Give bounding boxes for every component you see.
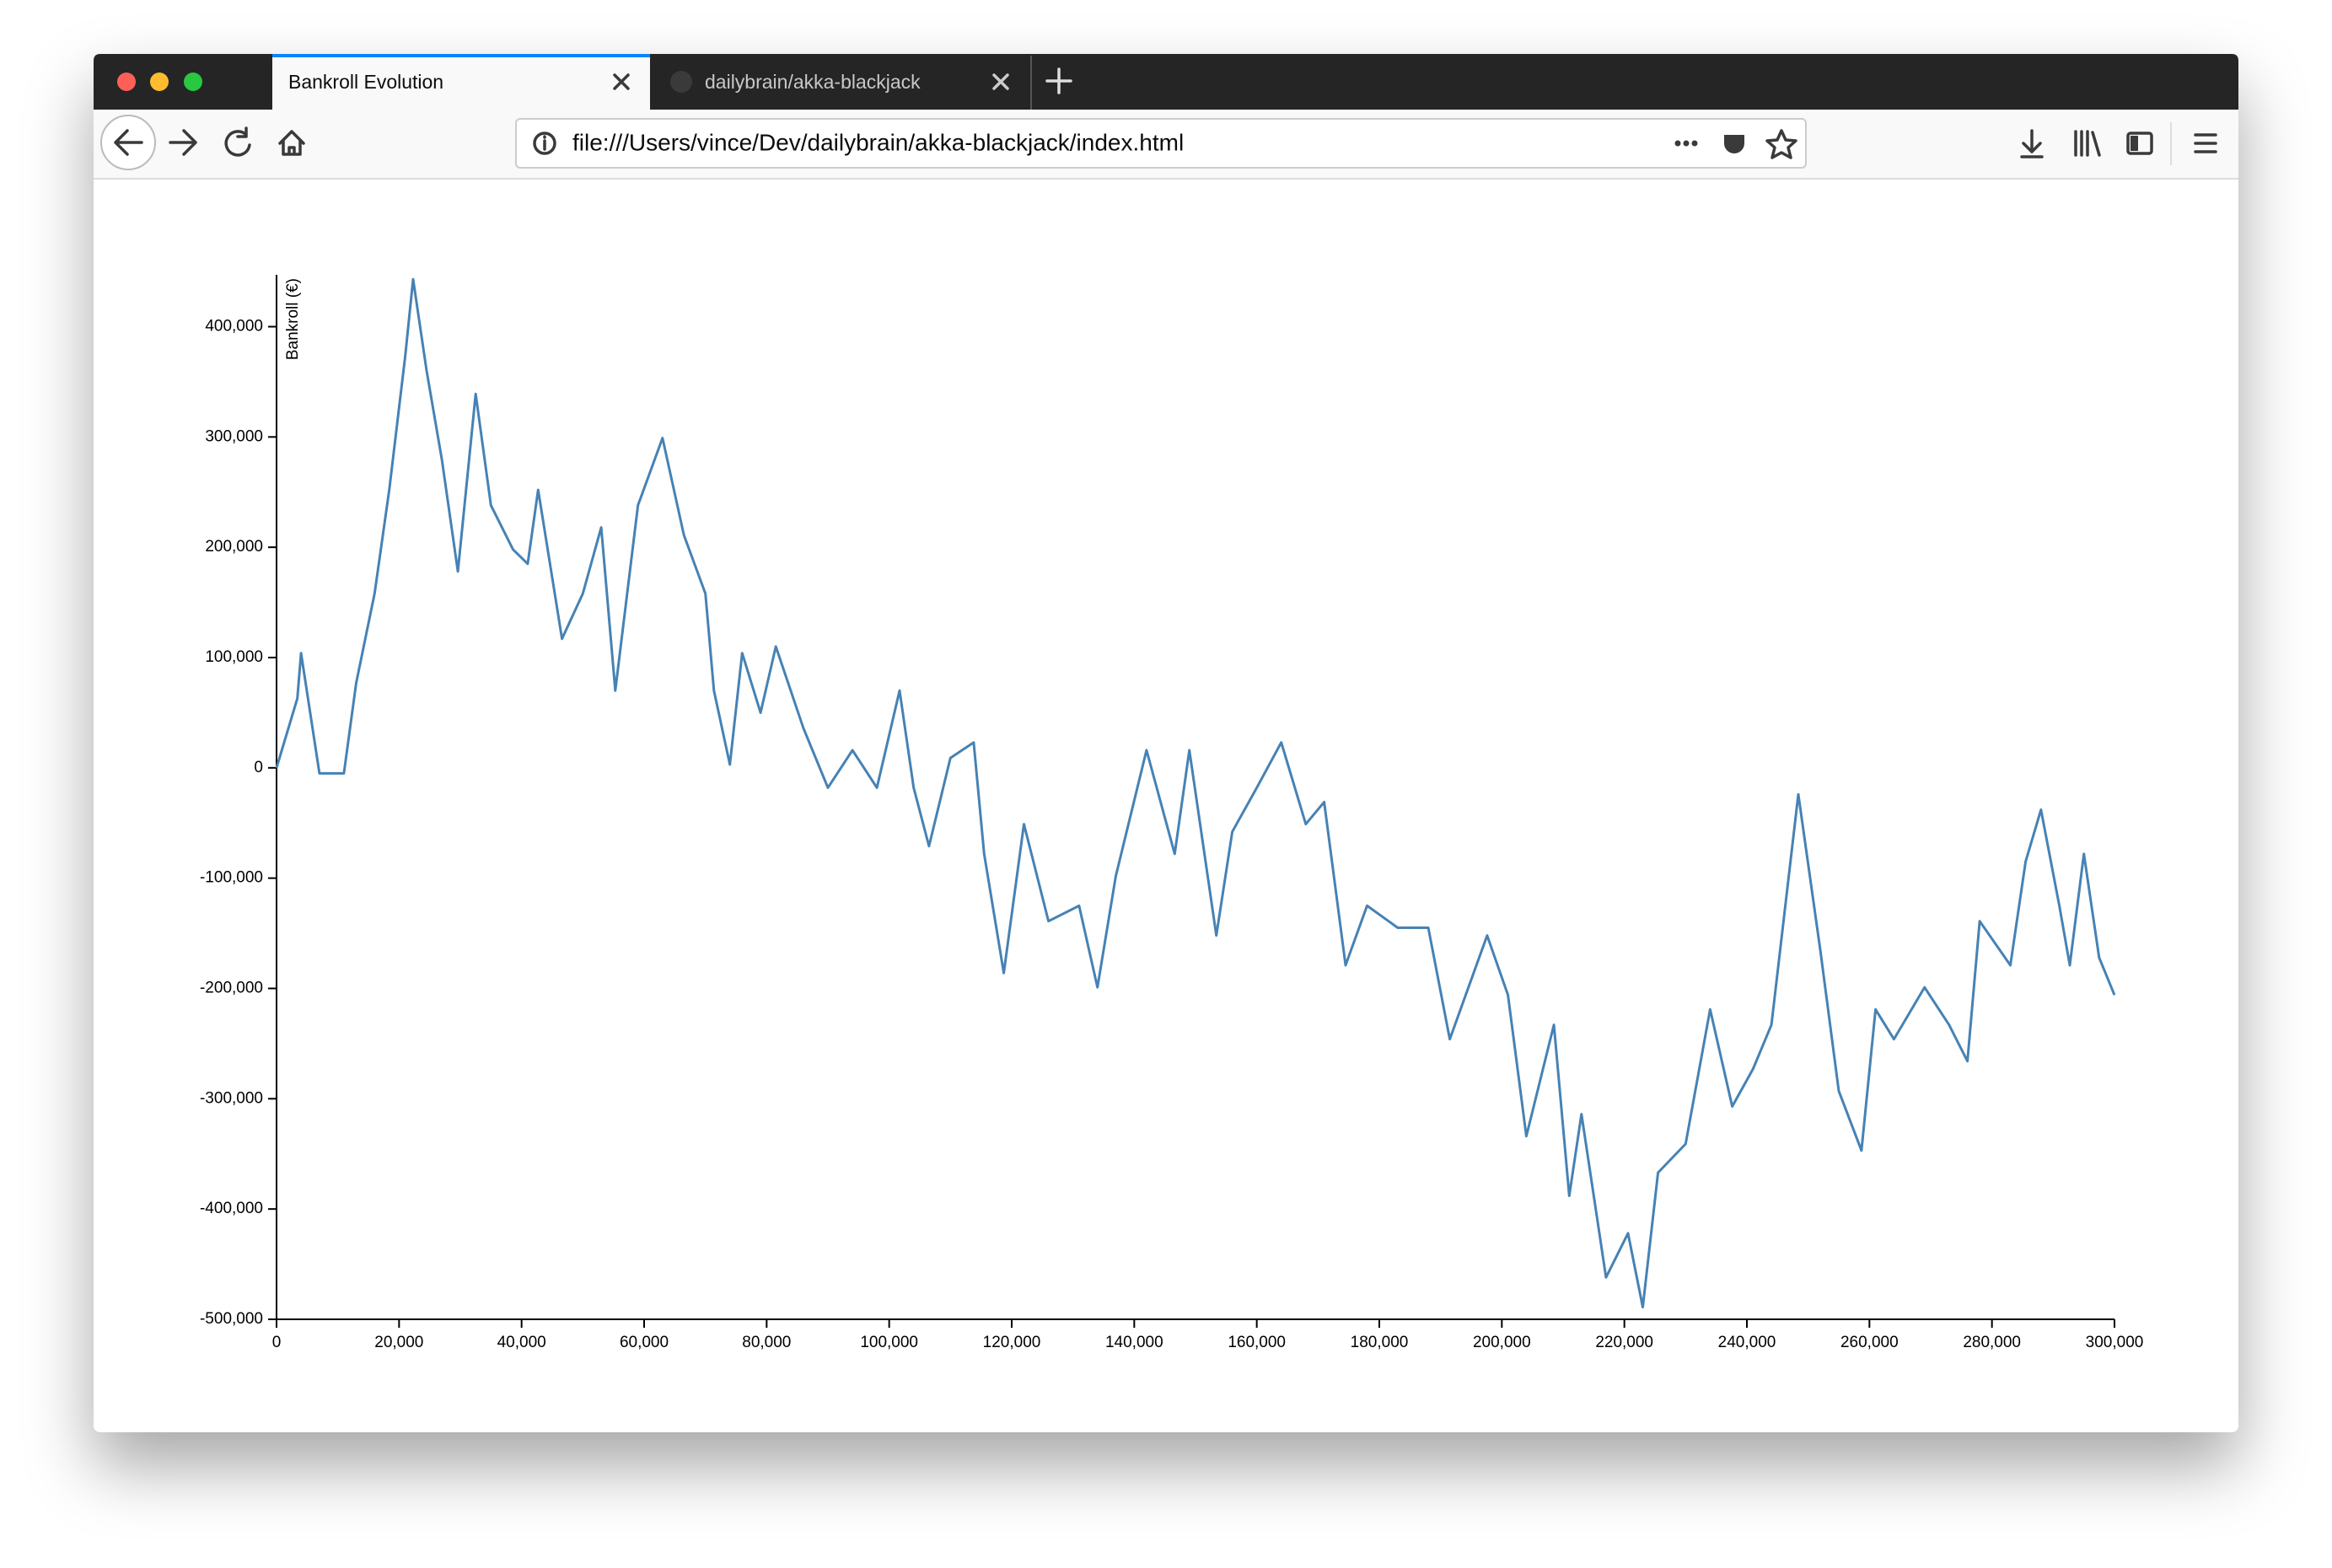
x-tick-label: 100,000 (860, 1334, 918, 1351)
x-tick-label: 180,000 (1351, 1334, 1409, 1351)
downloads-button[interactable] (2020, 129, 2044, 158)
sidebar-button[interactable] (2126, 132, 2153, 155)
y-tick-label: -500,000 (200, 1310, 263, 1328)
y-tick-label: -300,000 (200, 1089, 263, 1107)
sidebar-pane (2131, 136, 2138, 151)
tab-inactive[interactable]: dailybrain/akka-blackjack (670, 71, 1009, 93)
y-tick-label: 100,000 (205, 648, 263, 666)
y-tick-label: -200,000 (200, 980, 263, 997)
y-tick-label: 400,000 (205, 318, 263, 336)
x-tick-label: 280,000 (1963, 1334, 2021, 1351)
new-tab[interactable] (1045, 67, 1072, 94)
y-tick-label: 0 (254, 759, 263, 776)
x-tick-label: 220,000 (1595, 1334, 1653, 1351)
y-tick-label: -100,000 (200, 869, 263, 887)
back-icon (114, 129, 143, 156)
x-tick-label: 40,000 (497, 1334, 546, 1351)
y-tick-label: 300,000 (205, 427, 263, 445)
library-button[interactable] (2074, 130, 2101, 157)
chart: Bankroll (€) -500,000 -400,000 -300,000 -20… (200, 275, 2143, 1351)
pocket-button[interactable] (1724, 135, 1744, 153)
reload-button[interactable] (224, 126, 251, 157)
url-text: file:///Users/vince/Dev/dailybrain/akka-… (572, 129, 1184, 155)
x-tick-label: 0 (272, 1334, 282, 1351)
y-tick-label: 200,000 (205, 538, 263, 556)
tab-bg (272, 54, 650, 110)
x-tick-label: 80,000 (742, 1334, 791, 1351)
x-tick-label: 160,000 (1228, 1334, 1286, 1351)
close-window[interactable] (117, 72, 136, 91)
forward-button[interactable] (169, 129, 197, 156)
menu-button[interactable] (2194, 133, 2217, 153)
x-tick-label: 240,000 (1718, 1334, 1776, 1351)
sidebar-frame (2126, 132, 2153, 155)
tab-indicator (272, 54, 650, 57)
tab-close[interactable] (613, 73, 630, 90)
tab-title: Bankroll Evolution (288, 71, 443, 93)
minimize-window[interactable] (150, 72, 169, 91)
x-tick-label: 140,000 (1105, 1334, 1163, 1351)
x-tick-label: 300,000 (2086, 1334, 2144, 1351)
tab-close[interactable] (992, 73, 1009, 90)
tab-title: dailybrain/akka-blackjack (705, 71, 921, 93)
browser-window (94, 54, 2238, 1432)
x-tick-label: 120,000 (983, 1334, 1041, 1351)
y-axis-label: Bankroll (€) (284, 278, 302, 360)
url-bar[interactable] (515, 118, 1807, 169)
tab-active[interactable]: Bankroll Evolution (272, 54, 650, 110)
x-tick-label: 200,000 (1473, 1334, 1531, 1351)
x-tick-label: 260,000 (1840, 1334, 1899, 1351)
tab-favicon (670, 71, 692, 93)
zoom-window[interactable] (184, 72, 202, 91)
page-actions[interactable] (1674, 140, 1698, 147)
series-line (275, 277, 2116, 1309)
home-button[interactable] (278, 130, 305, 156)
y-tick-label: -400,000 (200, 1200, 263, 1217)
site-info[interactable] (533, 132, 556, 155)
x-tick-label: 20,000 (374, 1334, 423, 1351)
bookmark-star[interactable] (1765, 129, 1797, 159)
x-tick-label: 60,000 (620, 1334, 669, 1351)
